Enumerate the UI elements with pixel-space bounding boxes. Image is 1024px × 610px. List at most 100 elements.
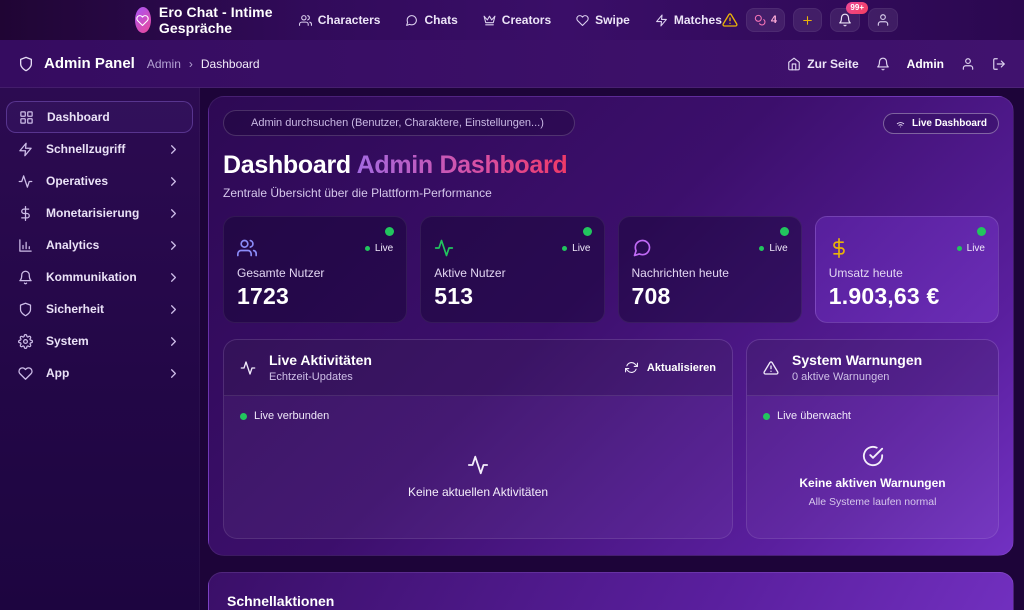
green-dot — [763, 412, 770, 420]
admin-panel-title: Admin Panel — [44, 55, 135, 72]
sidebar-item-sicherheit[interactable]: Sicherheit — [6, 293, 193, 325]
sidebar-item-schnellzugriff[interactable]: Schnellzugriff — [6, 133, 193, 165]
chevron-right-icon — [166, 174, 181, 189]
topbar-actions: 4 99+ — [722, 2, 898, 32]
heart-icon — [576, 14, 589, 27]
nav-item-chats[interactable]: Chats — [405, 13, 458, 27]
breadcrumb-root[interactable]: Admin — [146, 56, 181, 71]
stat-value: 708 — [631, 283, 671, 309]
stat-card-nachrichten-heute[interactable]: Live Nachrichten heute 708 — [617, 216, 802, 323]
live-activities-panel: Live Aktivitäten Echtzeit-Updates Aktual… — [223, 339, 733, 539]
stat-value: 513 — [434, 283, 474, 309]
stat-label: Aktive Nutzer — [434, 266, 506, 280]
home-icon — [787, 57, 801, 71]
admin-user-label: Admin — [906, 56, 944, 71]
sidebar-item-monetarisierung[interactable]: Monetarisierung — [6, 197, 193, 229]
live-indicator: Live — [759, 243, 788, 254]
system-warnings-header: System Warnungen 0 aktive Warnungen — [747, 340, 998, 396]
nav-item-matches[interactable]: Matches — [655, 13, 722, 27]
quick-actions-title: Schnellaktionen — [227, 593, 335, 609]
sidebar-item-kommunikation[interactable]: Kommunikation — [6, 261, 193, 293]
activity-icon — [240, 360, 256, 376]
live-indicator: Live — [562, 242, 591, 254]
chevron-right-icon — [166, 206, 181, 221]
live-status-dot — [779, 227, 789, 236]
grid-icon — [19, 110, 34, 125]
stat-label: Nachrichten heute — [631, 266, 729, 280]
chevron-right-icon — [166, 334, 181, 349]
plus-icon — [801, 14, 814, 27]
sidebar-item-operatives[interactable]: Operatives — [6, 165, 193, 197]
status-label: Live überwacht — [777, 410, 851, 422]
chevron-right-icon — [166, 366, 181, 381]
green-dot — [240, 412, 247, 420]
green-dot — [364, 245, 370, 251]
stat-card-umsatz-heute[interactable]: Live Umsatz heute 1.903,63 € — [814, 216, 999, 323]
panel-subtitle: 0 aktive Warnungen — [792, 371, 890, 383]
dashboard-toolbar: Live Dashboard — [223, 110, 999, 136]
refresh-label: Aktualisieren — [646, 361, 716, 374]
admin-header: Admin Panel Admin › Dashboard Zur Seite … — [0, 40, 1024, 88]
bell-icon[interactable] — [876, 57, 890, 71]
green-dot — [562, 245, 568, 251]
warning-triangle-icon[interactable] — [722, 12, 738, 28]
shield-icon — [18, 56, 34, 72]
coins-icon — [754, 14, 767, 27]
brand[interactable]: Ero Chat - Intime Gespräche — [135, 4, 276, 36]
live-dashboard-label: Live Dashboard — [911, 117, 987, 129]
sidebar-item-app[interactable]: App — [6, 357, 193, 389]
chevron-right-icon — [166, 270, 181, 285]
live-monitored-status: Live überwacht — [747, 396, 998, 422]
quick-actions-panel: Schnellaktionen Häufig verwendete Admin-… — [208, 572, 1014, 610]
breadcrumb: Admin › Dashboard — [147, 57, 260, 71]
activity-icon — [434, 238, 454, 258]
stat-card-aktive-nutzer[interactable]: Live Aktive Nutzer 513 — [420, 216, 605, 323]
page-subtitle: Zentrale Übersicht über die Plattform-Pe… — [223, 186, 492, 200]
refresh-button[interactable]: Aktualisieren — [624, 361, 716, 374]
add-button[interactable] — [793, 8, 822, 32]
live-label: Live — [374, 242, 394, 254]
user-icon[interactable] — [961, 57, 975, 71]
coins-button[interactable]: 4 — [745, 8, 785, 32]
nav-item-swipe[interactable]: Swipe — [576, 13, 630, 27]
coins-count: 4 — [770, 14, 777, 26]
profile-button[interactable] — [868, 8, 898, 32]
sidebar-item-analytics[interactable]: Analytics — [6, 229, 193, 261]
live-dashboard-badge[interactable]: Live Dashboard — [882, 112, 999, 134]
warnings-empty-state: Keine aktiven Warnungen Alle Systeme lau… — [747, 422, 998, 538]
stat-card-gesamte-nutzer[interactable]: Live Gesamte Nutzer 1723 — [223, 216, 408, 323]
admin-search-input[interactable] — [223, 110, 575, 136]
nav-item-characters[interactable]: Characters — [298, 13, 381, 27]
live-label: Live — [572, 242, 591, 254]
dashboard-panel: Live Dashboard Dashboard Admin Dashboard… — [208, 96, 1014, 556]
top-nav: Characters Chats Creators Swipe Matches — [298, 13, 722, 27]
nav-label: Swipe — [595, 13, 630, 27]
chat-icon — [405, 14, 418, 27]
heart-icon — [18, 366, 33, 381]
page-title: Dashboard Admin Dashboard — [223, 151, 999, 180]
bar-chart-icon — [18, 238, 33, 253]
sidebar-item-label: Schnellzugriff — [46, 142, 126, 156]
sidebar-item-dashboard[interactable]: Dashboard — [6, 101, 193, 133]
logout-icon[interactable] — [992, 57, 1006, 71]
dollar-icon — [18, 205, 33, 221]
layout: Dashboard Schnellzugriff Operatives Mone… — [0, 88, 1024, 610]
nav-label: Characters — [317, 13, 381, 27]
nav-item-creators[interactable]: Creators — [483, 13, 551, 27]
main-content: Live Dashboard Dashboard Admin Dashboard… — [200, 88, 1024, 610]
sidebar-item-system[interactable]: System — [6, 325, 193, 357]
warning-triangle-icon — [763, 360, 779, 376]
refresh-icon — [624, 361, 638, 374]
zap-icon — [18, 142, 33, 157]
empty-state-text: Keine aktuellen Aktivitäten — [407, 484, 549, 499]
status-label: Live verbunden — [254, 410, 330, 422]
notifications-button[interactable]: 99+ — [830, 2, 868, 32]
check-circle-icon — [862, 445, 884, 467]
empty-state-subtitle: Alle Systeme laufen normal — [808, 495, 937, 508]
nav-label: Chats — [424, 13, 458, 27]
zur-seite-button[interactable]: Zur Seite — [787, 57, 859, 71]
crown-icon — [483, 14, 496, 27]
dashboard-panels: Live Aktivitäten Echtzeit-Updates Aktual… — [223, 339, 999, 539]
stat-value: 1723 — [237, 283, 289, 309]
page-title-primary: Dashboard — [223, 151, 351, 179]
